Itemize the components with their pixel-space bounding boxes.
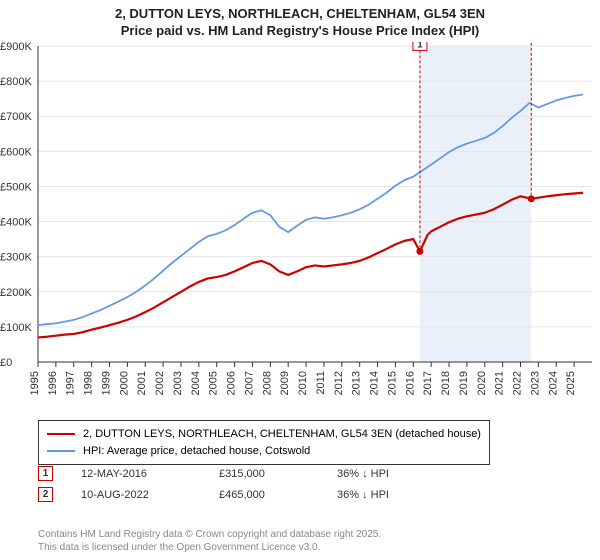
- svg-text:1999: 1999: [100, 371, 112, 395]
- title-line-1: 2, DUTTON LEYS, NORTHLEACH, CHELTENHAM, …: [10, 6, 590, 23]
- svg-text:2004: 2004: [190, 371, 202, 395]
- svg-text:£300K: £300K: [0, 252, 32, 264]
- svg-text:2006: 2006: [226, 371, 238, 395]
- sale-diff-2: 36% ↓ HPI: [337, 489, 447, 501]
- legend-label-property: 2, DUTTON LEYS, NORTHLEACH, CHELTENHAM, …: [83, 426, 481, 443]
- svg-text:2016: 2016: [404, 371, 416, 395]
- svg-text:1: 1: [417, 42, 423, 50]
- svg-text:2010: 2010: [297, 371, 309, 395]
- svg-text:2015: 2015: [386, 371, 398, 395]
- svg-text:2001: 2001: [136, 371, 148, 395]
- sale-date-2: 10-AUG-2022: [81, 489, 191, 501]
- svg-text:2018: 2018: [440, 371, 452, 395]
- footer-attribution: Contains HM Land Registry data © Crown c…: [38, 528, 381, 554]
- sales-table: 1 12-MAY-2016 £315,000 36% ↓ HPI 2 10-AU…: [38, 466, 447, 508]
- svg-text:2012: 2012: [333, 371, 345, 395]
- svg-text:2024: 2024: [547, 371, 559, 395]
- svg-text:2003: 2003: [172, 371, 184, 395]
- svg-text:2013: 2013: [351, 371, 363, 395]
- svg-text:£500K: £500K: [0, 181, 32, 193]
- footer-line-1: Contains HM Land Registry data © Crown c…: [38, 528, 381, 541]
- svg-text:2019: 2019: [458, 371, 470, 395]
- svg-text:2009: 2009: [279, 371, 291, 395]
- legend-item-property: 2, DUTTON LEYS, NORTHLEACH, CHELTENHAM, …: [47, 426, 481, 443]
- svg-text:1998: 1998: [83, 371, 95, 395]
- title-line-2: Price paid vs. HM Land Registry's House …: [10, 23, 590, 40]
- svg-text:£600K: £600K: [0, 146, 32, 158]
- legend: 2, DUTTON LEYS, NORTHLEACH, CHELTENHAM, …: [38, 420, 490, 465]
- sale-diff-1: 36% ↓ HPI: [337, 468, 447, 480]
- svg-text:£200K: £200K: [0, 287, 32, 299]
- sale-row-2: 2 10-AUG-2022 £465,000 36% ↓ HPI: [38, 487, 447, 502]
- svg-text:£700K: £700K: [0, 111, 32, 123]
- svg-text:1996: 1996: [47, 371, 59, 395]
- svg-text:£900K: £900K: [0, 42, 32, 53]
- svg-text:£800K: £800K: [0, 76, 32, 88]
- svg-text:2000: 2000: [118, 371, 130, 395]
- svg-text:2023: 2023: [529, 371, 541, 395]
- legend-swatch-hpi: [47, 450, 75, 452]
- line-chart-svg: £0 £100K £200K £300K £400K £500K £600K £700K £80…: [0, 42, 600, 412]
- svg-text:£400K: £400K: [0, 217, 32, 229]
- svg-text:2022: 2022: [512, 371, 524, 395]
- svg-text:2021: 2021: [494, 371, 506, 395]
- sale-date-1: 12-MAY-2016: [81, 468, 191, 480]
- legend-swatch-property: [47, 433, 75, 435]
- chart-title: 2, DUTTON LEYS, NORTHLEACH, CHELTENHAM, …: [0, 0, 600, 42]
- chart-container: { "title": { "line1": "2, DUTTON LEYS, N…: [0, 0, 600, 560]
- sale-badge-1: 1: [38, 466, 53, 481]
- svg-text:2007: 2007: [243, 371, 255, 395]
- svg-text:2002: 2002: [154, 371, 166, 395]
- legend-label-hpi: HPI: Average price, detached house, Cots…: [83, 443, 310, 460]
- svg-text:2011: 2011: [315, 371, 327, 395]
- svg-text:2005: 2005: [208, 371, 220, 395]
- svg-text:1997: 1997: [65, 371, 77, 395]
- chart-plot-area: £0 £100K £200K £300K £400K £500K £600K £700K £80…: [0, 42, 600, 412]
- svg-text:2014: 2014: [369, 371, 381, 395]
- svg-text:£100K: £100K: [0, 322, 32, 334]
- legend-item-hpi: HPI: Average price, detached house, Cots…: [47, 443, 481, 460]
- footer-line-2: This data is licensed under the Open Gov…: [38, 541, 381, 554]
- svg-text:£0: £0: [0, 357, 12, 369]
- svg-text:2008: 2008: [261, 371, 273, 395]
- sale-badge-2: 2: [38, 487, 53, 502]
- svg-text:2017: 2017: [422, 371, 434, 395]
- sale-price-2: £465,000: [219, 489, 309, 501]
- svg-text:2025: 2025: [565, 371, 577, 395]
- svg-text:1995: 1995: [29, 371, 41, 395]
- svg-text:2020: 2020: [476, 371, 488, 395]
- sale-row-1: 1 12-MAY-2016 £315,000 36% ↓ HPI: [38, 466, 447, 481]
- sale-price-1: £315,000: [219, 468, 309, 480]
